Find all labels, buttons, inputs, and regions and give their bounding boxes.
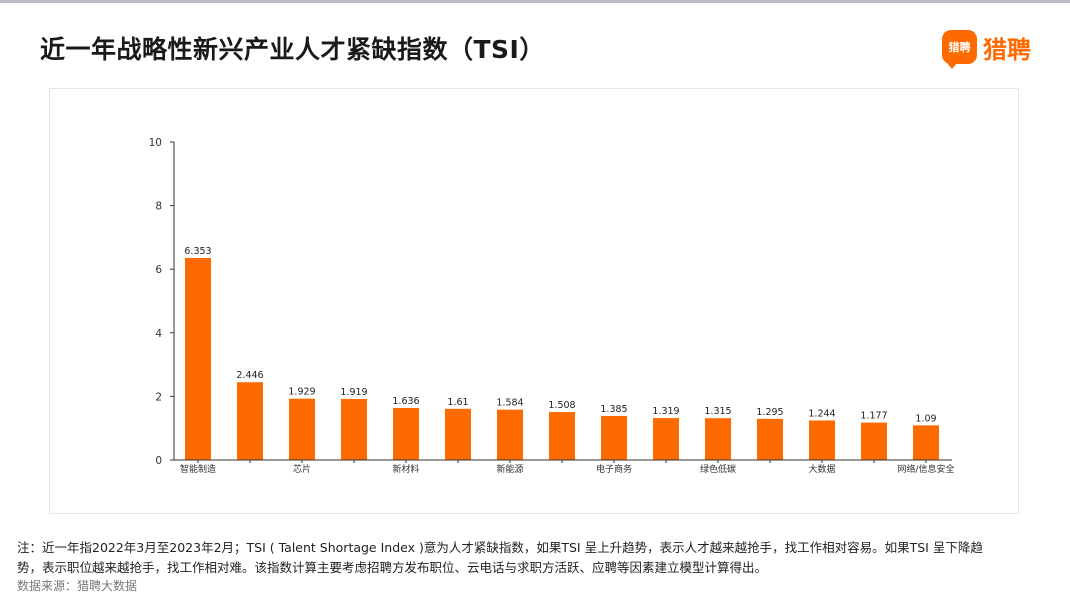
bar (653, 418, 679, 460)
x-tick-label: 网络/信息安全 (897, 463, 954, 475)
x-tick-label: 智能制造 (180, 463, 216, 475)
bar (445, 408, 471, 460)
bar-chart: 6.353 2.446 1.929 1.919 1.636 1.61 1.584 1.508 1… (149, 137, 955, 475)
data-label: 1.584 (496, 398, 523, 409)
data-label: 1.177 (860, 411, 887, 422)
bar (497, 409, 523, 460)
logo-text: 猎聘 (983, 35, 1031, 64)
data-label: 1.61 (447, 397, 468, 408)
data-label: 1.295 (756, 407, 783, 418)
footnote-line-2: 势，表示职位越来越抢手，找工作相对难。该指数计算主要考虑招聘方发布职位、云电话与… (17, 560, 768, 575)
x-tick-label: 芯片 (293, 463, 311, 475)
bar (809, 420, 835, 460)
bar (341, 398, 367, 460)
bar (185, 257, 211, 460)
x-tick-label: 电子商务 (596, 463, 632, 475)
bar (289, 398, 315, 460)
y-tick-label: 2 (155, 391, 162, 403)
footnote: 注：近一年指2022年3月至2023年2月；TSI ( Talent Short… (17, 538, 1057, 578)
y-tick-label: 6 (155, 264, 162, 276)
bar (601, 415, 627, 460)
data-label: 1.315 (704, 406, 731, 417)
y-tick-label: 8 (155, 201, 162, 213)
brand-logo: 猎聘 猎聘 (942, 29, 1031, 69)
data-label: 2.446 (236, 370, 263, 381)
bar (913, 425, 939, 460)
bar (237, 382, 263, 460)
bar (705, 418, 731, 460)
data-label: 1.319 (652, 406, 679, 417)
y-tick-label: 10 (149, 137, 162, 149)
data-label: 1.919 (340, 387, 367, 398)
bar (757, 418, 783, 460)
bar (861, 422, 887, 460)
y-tick-label: 4 (155, 328, 162, 340)
data-source: 数据来源：猎聘大数据 (17, 579, 138, 593)
data-label: 1.244 (808, 408, 835, 419)
y-tick-label: 0 (155, 455, 162, 467)
data-label: 6.353 (184, 246, 211, 257)
page-title: 近一年战略性新兴产业人才紧缺指数（TSI） (40, 35, 545, 64)
x-tick-label: 新能源 (496, 463, 523, 475)
bar (393, 407, 419, 460)
data-label: 1.09 (915, 413, 936, 424)
footnote-line-1: 注：近一年指2022年3月至2023年2月；TSI ( Talent Short… (17, 540, 983, 555)
logo-badge-icon: 猎聘 (942, 30, 977, 69)
data-label: 1.929 (288, 387, 315, 398)
data-label: 1.636 (392, 396, 419, 407)
x-tick-label: 绿色低碳 (700, 463, 736, 475)
top-rule (0, 0, 1070, 3)
x-tick-label: 新材料 (392, 463, 419, 475)
data-label: 1.508 (548, 400, 575, 411)
chart-panel: 6.353 2.446 1.929 1.919 1.636 1.61 1.584 1.508 1… (49, 88, 1019, 514)
bar (549, 412, 575, 460)
x-tick-label: 大数据 (808, 463, 835, 475)
data-label: 1.385 (600, 404, 627, 415)
